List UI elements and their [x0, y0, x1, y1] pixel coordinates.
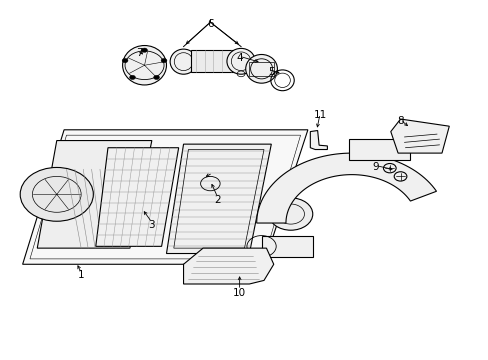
Text: 4: 4 [236, 53, 243, 63]
Text: 9: 9 [372, 162, 379, 172]
Circle shape [153, 75, 159, 80]
Polygon shape [256, 153, 436, 223]
Text: 5: 5 [267, 67, 274, 77]
Text: 10: 10 [233, 288, 245, 298]
Circle shape [142, 48, 147, 52]
Polygon shape [348, 139, 409, 160]
Circle shape [129, 75, 135, 80]
Ellipse shape [170, 49, 197, 74]
Circle shape [161, 58, 166, 63]
Text: 7: 7 [136, 48, 142, 58]
Polygon shape [37, 140, 152, 248]
Text: 3: 3 [148, 220, 155, 230]
Circle shape [20, 167, 93, 221]
Polygon shape [390, 119, 448, 153]
Text: 1: 1 [78, 270, 84, 280]
Polygon shape [22, 130, 307, 264]
Circle shape [122, 58, 128, 63]
Ellipse shape [226, 48, 255, 74]
Text: 11: 11 [313, 111, 326, 121]
Polygon shape [261, 235, 312, 257]
Circle shape [268, 198, 312, 230]
Ellipse shape [122, 45, 166, 85]
Polygon shape [310, 131, 327, 149]
Text: 6: 6 [206, 19, 213, 29]
Polygon shape [96, 148, 178, 246]
Polygon shape [166, 144, 271, 253]
Ellipse shape [245, 54, 277, 83]
Text: 2: 2 [214, 195, 221, 205]
Polygon shape [190, 50, 239, 72]
Text: 8: 8 [396, 116, 403, 126]
Polygon shape [183, 248, 273, 284]
